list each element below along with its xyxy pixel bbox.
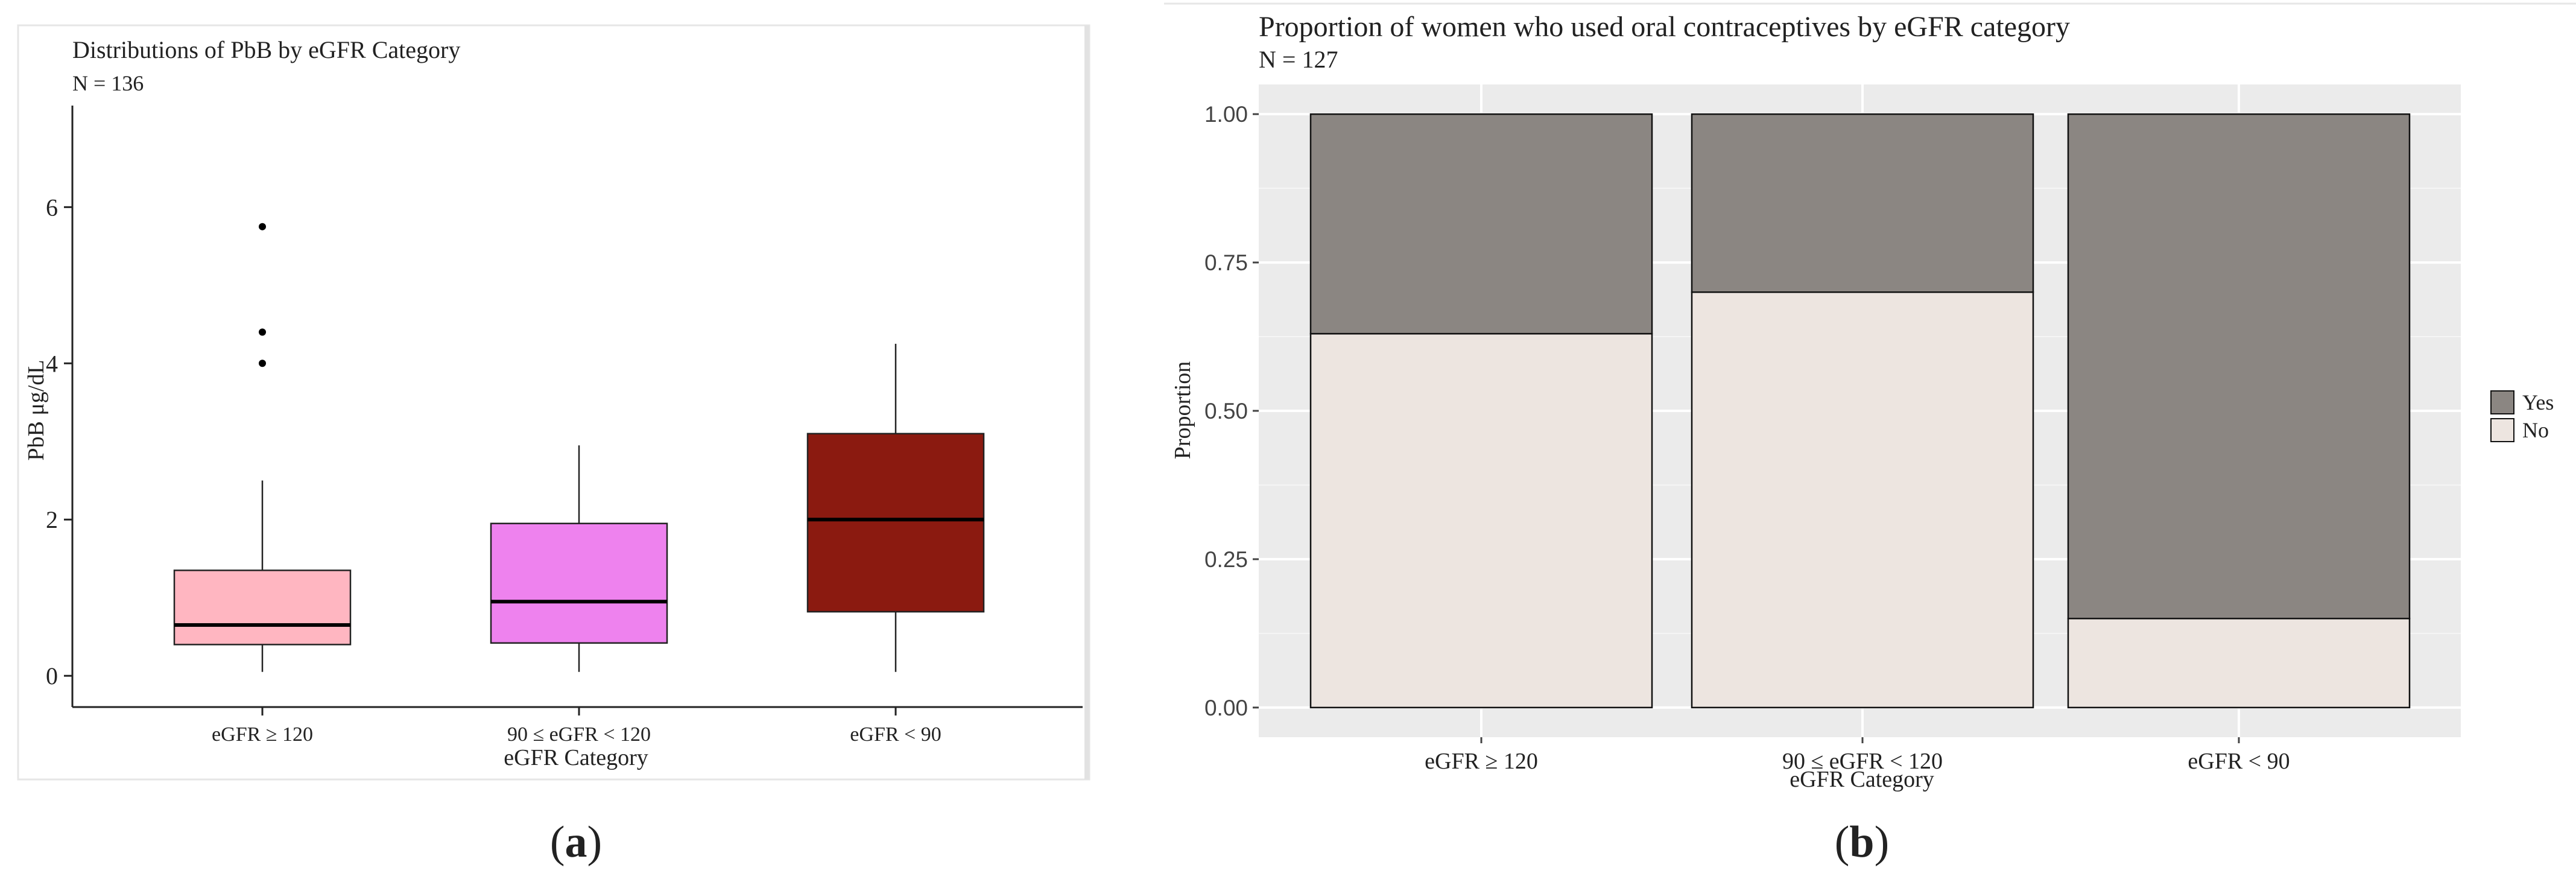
legend-label-no: No <box>2522 418 2549 442</box>
panel-a-caption: (a) <box>550 817 602 867</box>
legend: Yes No <box>2490 390 2554 442</box>
b-ytick-label: 0.75 <box>1204 250 1248 275</box>
panel-b-stacked-bar: Proportion of women who used oral contra… <box>1164 2 2576 867</box>
panel-a-frame <box>17 24 1090 781</box>
bar-no-egfr-90 <box>2067 618 2411 709</box>
b-xtick-label: eGFR < 90 <box>2188 749 2290 774</box>
panel-b-y-label: Proportion <box>1170 361 1195 460</box>
outlier-point <box>259 328 266 336</box>
panel-b-x-ticks: eGFR ≥ 120 90 ≤ eGFR < 120 eGFR < 90 <box>1425 737 2290 774</box>
bar-no-egfr-120 <box>1309 332 1653 709</box>
box-egfr-90 <box>806 433 985 613</box>
panel-b-caption: (b) <box>1835 817 1889 867</box>
a-xtick-label: eGFR ≥ 120 <box>212 723 313 746</box>
panel-a-caption-letter: a <box>565 817 587 867</box>
a-xtick-label: eGFR < 90 <box>850 723 941 746</box>
panel-b-x-label: eGFR Category <box>1790 767 1934 792</box>
a-ytick-label: 0 <box>46 662 58 690</box>
panel-b-title: Proportion of women who used oral contra… <box>1259 11 2070 43</box>
panel-a-title: Distributions of PbB by eGFR Category <box>72 36 460 63</box>
panel-b-bars <box>1309 113 2411 709</box>
box-90-egfr-120 <box>490 522 668 644</box>
b-ytick-label: 0.00 <box>1204 696 1248 720</box>
bar-yes-90-egfr-120 <box>1691 113 2034 293</box>
panel-b-subtitle: N = 127 <box>1259 46 1338 73</box>
a-ytick-label: 2 <box>46 506 58 533</box>
panel-b-caption-letter: b <box>1849 817 1874 867</box>
panel-a-x-ticks: eGFR ≥ 120 90 ≤ eGFR < 120 eGFR < 90 <box>212 707 941 746</box>
a-ytick-label: 6 <box>46 194 58 221</box>
b-ytick-label: 0.25 <box>1204 547 1248 572</box>
panel-a-x-label: eGFR Category <box>504 745 648 770</box>
panel-a-y-label: PbB μg/dL <box>24 360 49 460</box>
b-xtick-label: 90 ≤ eGFR < 120 <box>1782 749 1943 774</box>
legend-label-yes: Yes <box>2522 390 2554 414</box>
legend-swatch-no <box>2490 418 2514 442</box>
panel-a-frame-shadow <box>1084 25 1089 779</box>
a-xtick-label: 90 ≤ eGFR < 120 <box>507 723 651 746</box>
outlier-point <box>259 360 266 367</box>
bar-no-90-egfr-120 <box>1691 291 2034 709</box>
b-ytick-label: 1.00 <box>1204 102 1248 127</box>
a-ytick-label: 4 <box>46 350 58 377</box>
box-egfr-120 <box>173 569 352 646</box>
b-ytick-label: 0.50 <box>1204 399 1248 424</box>
b-xtick-label: eGFR ≥ 120 <box>1425 749 1538 774</box>
panel-a-boxes <box>173 223 985 672</box>
legend-swatch-yes <box>2490 390 2514 414</box>
panel-a-y-ticks: 0 2 4 6 <box>46 194 72 690</box>
bar-yes-egfr-120 <box>1309 113 1653 335</box>
panel-b-y-ticks: 0.00 0.25 0.50 0.75 1.00 <box>1204 102 1259 720</box>
bar-yes-egfr-90 <box>2067 113 2411 620</box>
outlier-point <box>259 223 266 230</box>
panel-a-subtitle: N = 136 <box>72 71 144 95</box>
panel-a-box-plot: Distributions of PbB by eGFR Category N … <box>17 24 1090 867</box>
